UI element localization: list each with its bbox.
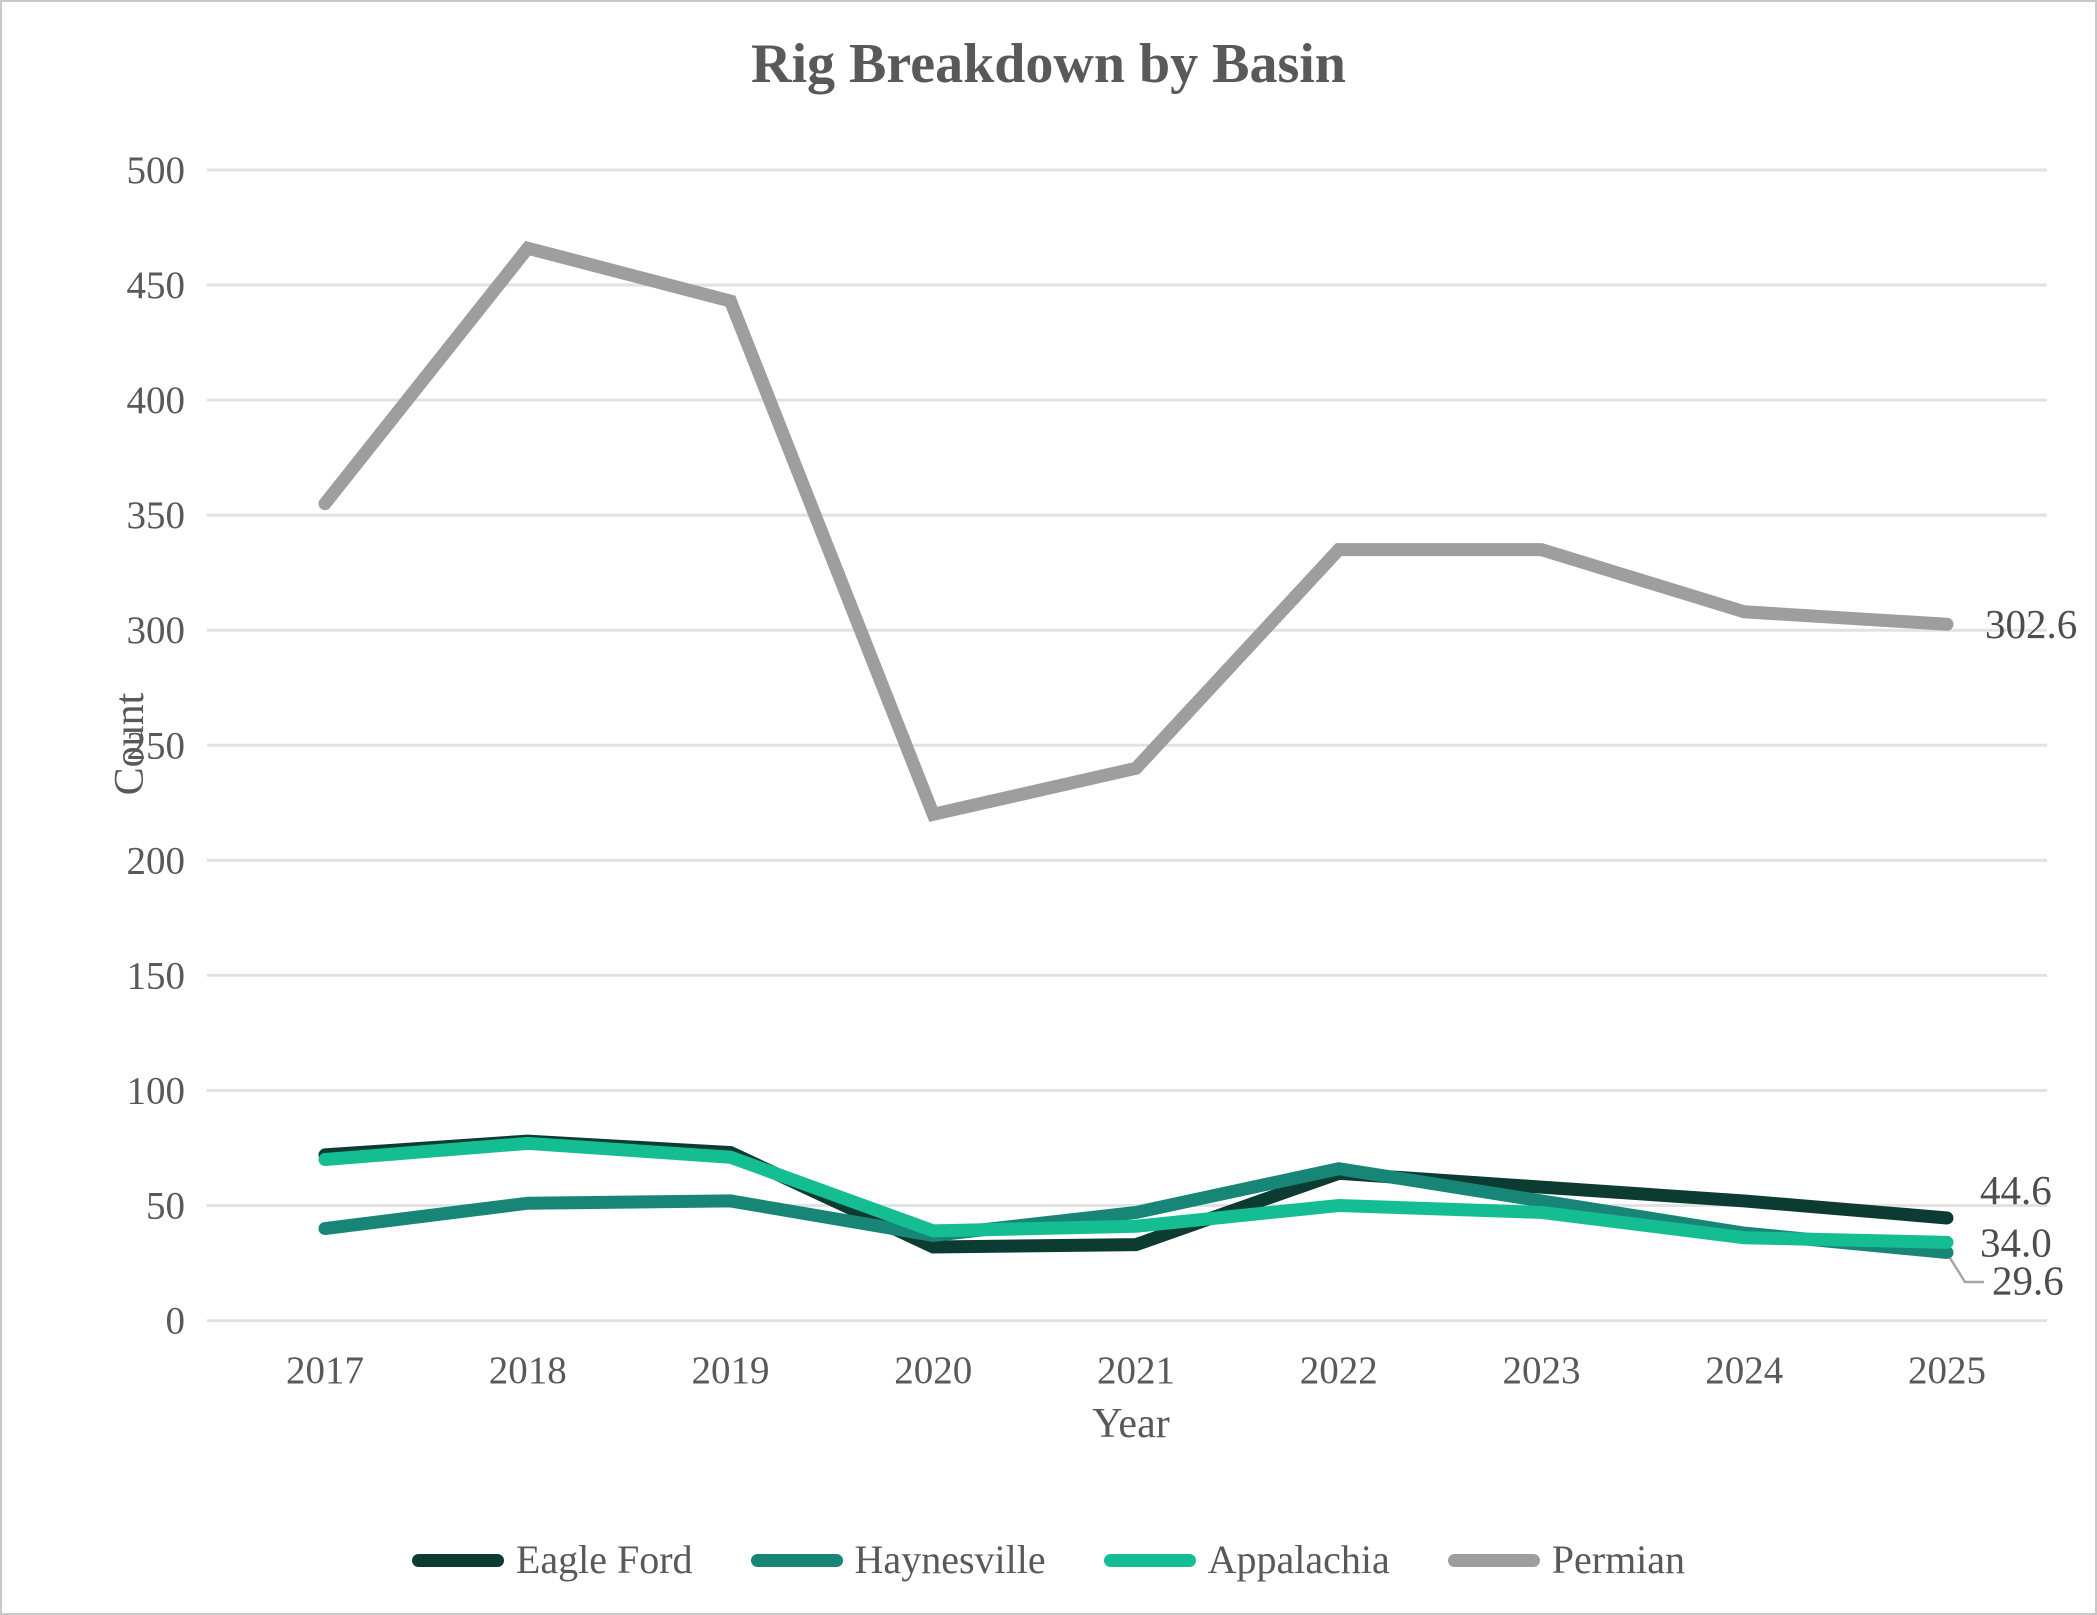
end-label-permian: 302.6 bbox=[1985, 601, 2077, 647]
leader-line bbox=[1948, 1257, 1984, 1284]
legend-item-haynesville: Haynesville bbox=[750, 1537, 1046, 1582]
x-tick-label: 2022 bbox=[1300, 1349, 1378, 1392]
y-tick-label: 200 bbox=[127, 839, 186, 882]
x-axis-title: Year bbox=[1092, 1401, 1170, 1447]
legend-swatch-eagle-ford bbox=[411, 1553, 504, 1567]
x-tick-label: 2017 bbox=[286, 1349, 364, 1392]
end-label-eagle-ford: 44.6 bbox=[1980, 1167, 2052, 1213]
y-tick-label: 400 bbox=[127, 379, 186, 422]
end-label-appalachia: 34.0 bbox=[1980, 1219, 2052, 1265]
series-line-permian bbox=[318, 240, 1954, 822]
x-tick-label: 2020 bbox=[894, 1349, 972, 1392]
legend-item-appalachia: Appalachia bbox=[1103, 1537, 1390, 1582]
y-tick-label: 450 bbox=[127, 264, 186, 307]
y-tick-label: 150 bbox=[127, 954, 186, 997]
legend-label: Permian bbox=[1551, 1537, 1686, 1582]
x-tick-label: 2021 bbox=[1097, 1349, 1175, 1392]
legend-label: Haynesville bbox=[854, 1537, 1046, 1582]
legend-item-eagle-ford: Eagle Ford bbox=[411, 1537, 693, 1582]
legend-swatch-appalachia bbox=[1103, 1553, 1196, 1567]
x-tick-label: 2025 bbox=[1908, 1349, 1986, 1392]
x-tick-label: 2024 bbox=[1705, 1349, 1783, 1392]
end-label-haynesville: 29.6 bbox=[1992, 1257, 2064, 1303]
legend-item-permian: Permian bbox=[1447, 1537, 1686, 1582]
x-tick-label: 2019 bbox=[692, 1349, 770, 1392]
series-line-appalachia bbox=[318, 1136, 1954, 1249]
x-tick-label: 2018 bbox=[489, 1349, 567, 1392]
y-tick-label: 100 bbox=[127, 1069, 186, 1112]
legend-swatch-haynesville bbox=[750, 1553, 843, 1567]
legend-label: Appalachia bbox=[1207, 1537, 1390, 1582]
x-tick-label: 2023 bbox=[1503, 1349, 1581, 1392]
y-tick-label: 300 bbox=[127, 609, 186, 652]
series-line-haynesville bbox=[318, 1162, 1954, 1259]
y-tick-label: 500 bbox=[127, 149, 186, 192]
y-tick-label: 250 bbox=[127, 724, 186, 767]
legend-label: Eagle Ford bbox=[515, 1537, 693, 1582]
y-tick-label: 50 bbox=[146, 1185, 185, 1228]
chart-title: Rig Breakdown by Basin bbox=[751, 33, 1346, 95]
y-tick-label: 350 bbox=[127, 494, 186, 537]
legend: Eagle Ford Haynesville Appalachia Permia… bbox=[2, 1540, 2095, 1580]
legend-swatch-permian bbox=[1447, 1553, 1540, 1567]
y-tick-label: 0 bbox=[166, 1300, 186, 1343]
